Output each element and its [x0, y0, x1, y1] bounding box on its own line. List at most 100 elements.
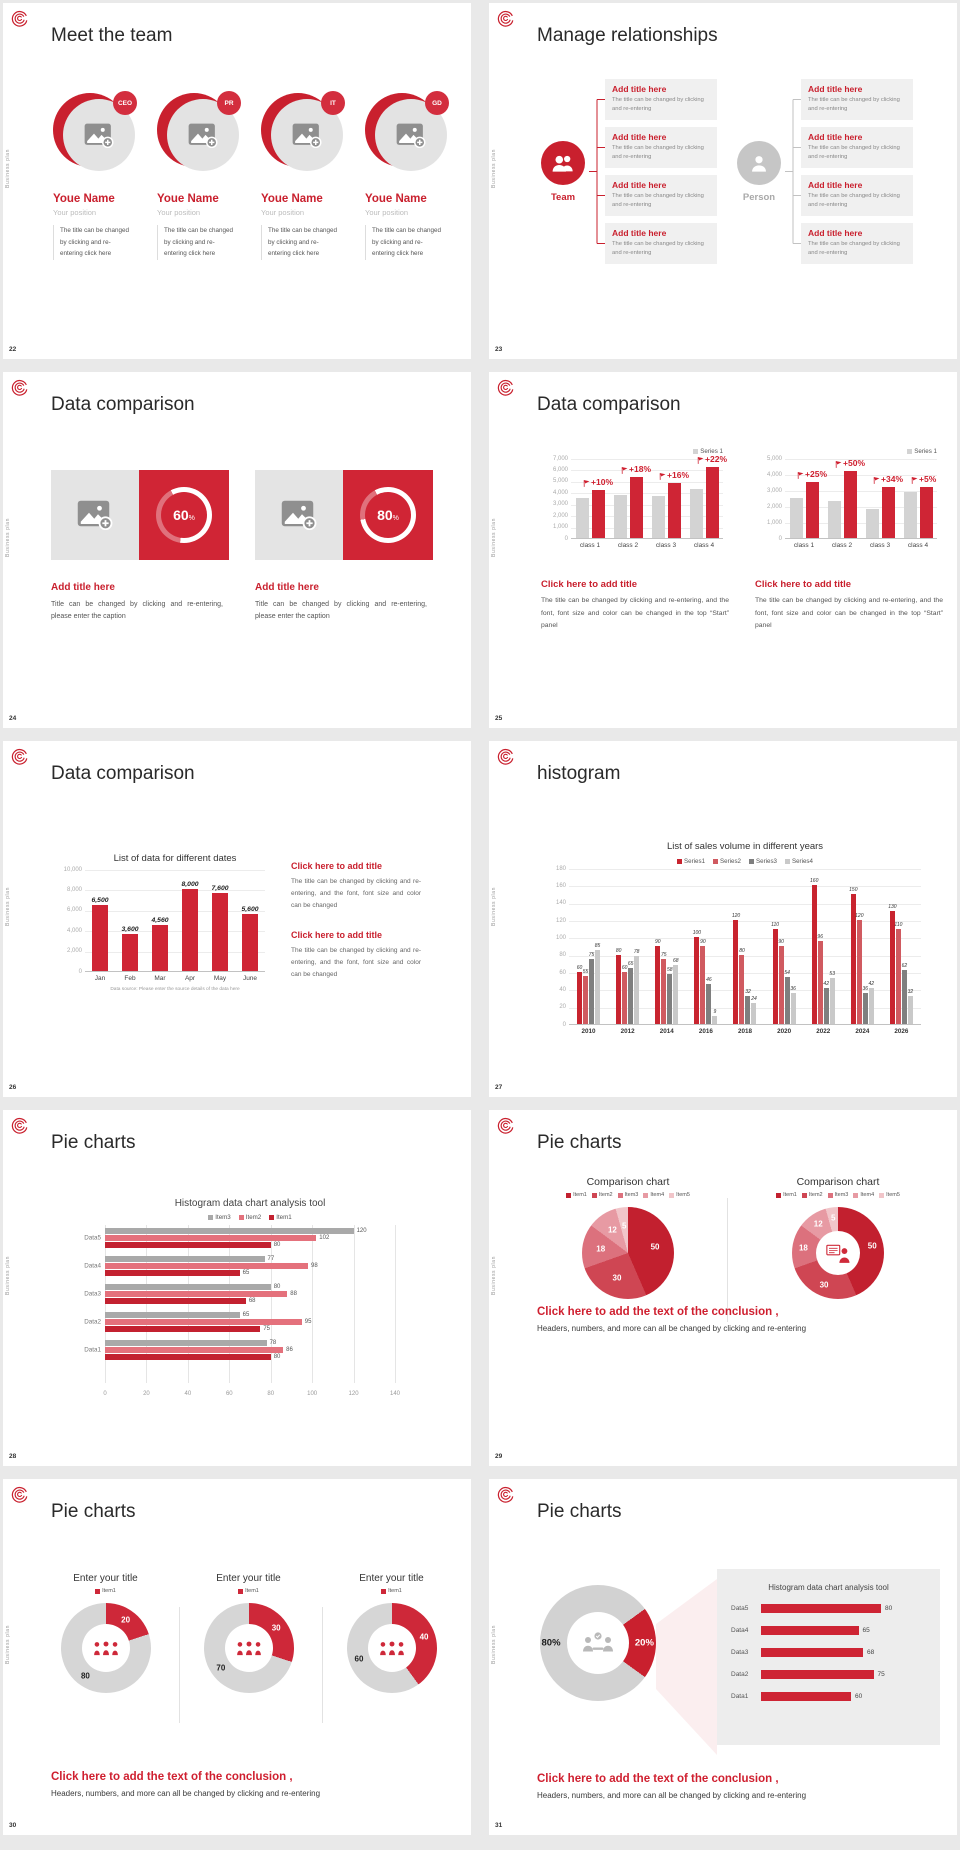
value-label: 110: [894, 921, 903, 928]
people-icon: [235, 1641, 263, 1656]
member-name: Youe Name: [53, 193, 115, 205]
bar: 68: [673, 958, 679, 1024]
grid-line: [312, 1225, 314, 1383]
legend-swatch: [801, 1192, 807, 1198]
value-label: 120: [855, 913, 864, 919]
x-axis-tick: class 2: [617, 542, 639, 549]
bar: 130: [888, 904, 897, 1024]
bar: 55: [583, 969, 588, 1024]
slide-27-thumbnail[interactable]: Business plan histogram 27 List of sales v…: [489, 741, 957, 1097]
page-number: 23: [495, 346, 503, 353]
bar-group: +22%: [689, 454, 727, 538]
grid-line: [571, 470, 723, 472]
chart-title: Histogram data chart analysis tool: [768, 1583, 889, 1592]
value-label: 4,560: [151, 916, 169, 924]
value-label: 75: [660, 952, 667, 958]
member-position: Your position: [157, 208, 201, 217]
grid-line: [569, 973, 921, 974]
legend-swatch: [269, 1215, 275, 1220]
bar: 75: [589, 952, 594, 1024]
slide-28-thumbnail[interactable]: Business plan Pie charts 28 Histogram data…: [3, 1110, 471, 1466]
value-label: 32: [907, 989, 914, 996]
slide-22-thumbnail[interactable]: Business plan Meet the team 22 CEO Youe Na…: [3, 3, 471, 359]
conclusion-block: Click here to add the text of the conclu…: [51, 1771, 455, 1798]
bar: 8,000: [181, 881, 199, 971]
y-axis-tick: 5,000: [552, 478, 568, 485]
legend-item: Item1: [238, 1588, 259, 1594]
org-diagram: Team Add title here The title can be chan…: [537, 79, 913, 264]
bar: 5,600: [241, 906, 259, 971]
donut-chart-block: Enter your title Item1 20 80: [43, 1573, 168, 1693]
bar: [105, 1284, 271, 1290]
bar: [105, 1340, 267, 1346]
legend-swatch: [693, 449, 699, 454]
bar: 54: [784, 970, 790, 1024]
y-axis-tick: 4,000: [66, 927, 82, 934]
slide-23-thumbnail[interactable]: Business plan Manage relationships 23 Team…: [489, 3, 957, 359]
y-axis-tick: 7,000: [552, 455, 568, 462]
legend-swatch: [776, 1192, 782, 1198]
slide-24-thumbnail[interactable]: Business plan Data comparison 24 60% Add t…: [3, 372, 471, 728]
org-box-title: Add title here: [612, 180, 667, 190]
bar: [105, 1319, 302, 1325]
value-label: 53: [829, 971, 835, 978]
grid-line: [229, 1225, 231, 1383]
meeting-icon: [581, 1631, 615, 1655]
bar: [919, 486, 933, 538]
legend-item: Item4: [643, 1192, 664, 1198]
y-axis-tick: 80: [559, 952, 566, 959]
legend-item: Series 1: [693, 448, 723, 455]
y-axis-tick: 2,000: [766, 503, 782, 510]
value-label: 6,500: [91, 896, 109, 904]
slide-29-thumbnail[interactable]: Business plan Pie charts 29 Comparison cha…: [489, 1110, 957, 1466]
y-axis-tick: 120: [555, 917, 566, 924]
bar-row: Data5 80: [731, 1604, 926, 1613]
grid-line: [785, 475, 937, 476]
bar-group: +5%: [903, 459, 936, 538]
value-label: 60: [621, 965, 628, 971]
bar: 110: [771, 922, 779, 1024]
x-axis-tick: class 4: [693, 542, 715, 549]
image-placeholder-icon: [292, 123, 322, 148]
member-name: Youe Name: [365, 193, 427, 205]
person-group: Person Add title here The title can be ch…: [733, 79, 913, 264]
bar: 90: [700, 939, 706, 1024]
row-label: Data2: [731, 1671, 749, 1678]
slice-label: 12: [607, 1225, 617, 1235]
legend-item: Item2: [801, 1192, 823, 1198]
text-block-body: The title can be changed by clicking and…: [291, 878, 421, 910]
legend-item: Item1: [776, 1192, 797, 1198]
y-axis-tick: 60: [559, 969, 566, 976]
donut-chart-block: Comparison chart Item1 Item2 Item3 Item4 Item…: [753, 1176, 923, 1299]
slice-label: 60: [354, 1654, 364, 1664]
grid-line: [146, 1225, 148, 1383]
bar: 60: [577, 965, 582, 1024]
vertical-sidebar-label: Business plan: [491, 1625, 497, 1664]
donut-chart-40: Enter your title Item1 40 60: [329, 1573, 454, 1693]
slide-26-thumbnail[interactable]: Business plan Data comparison 26 List of d…: [3, 741, 471, 1097]
chart-title: Comparison chart: [586, 1176, 670, 1188]
donut-chart-block: 20% 80%: [540, 1585, 656, 1701]
image-placeholder-icon: [396, 123, 426, 148]
x-axis-tick: 2022: [816, 1028, 831, 1035]
value-label: 65: [242, 1312, 250, 1318]
growth-annotation: +5%: [911, 474, 936, 484]
donut-chart: 20 80: [60, 1603, 151, 1693]
image-placeholder-icon: [84, 123, 114, 148]
slide-30-thumbnail[interactable]: Business plan Pie charts 30 Enter your tit…: [3, 1479, 471, 1835]
bar: 36: [790, 986, 796, 1024]
slide-31-thumbnail[interactable]: Business plan Pie charts 31 20% 80% Histogr…: [489, 1479, 957, 1835]
value-label: 68: [867, 1649, 875, 1656]
value-label: 55: [582, 969, 589, 976]
vertical-sidebar-label: Business plan: [491, 1256, 497, 1295]
vertical-sidebar-label: Business plan: [491, 887, 497, 926]
flag-icon: [697, 457, 704, 465]
legend-item: Item1: [95, 1588, 116, 1594]
bar-chart: Series 1 0 1,000 2,000 3,000 4,000 5,000 6,000 7…: [541, 448, 727, 549]
value-label: 110: [771, 921, 780, 928]
row-label: Data4: [84, 1262, 101, 1270]
value-label: 42: [868, 980, 875, 987]
bar-group: +18%: [613, 459, 651, 538]
member-description: The title can be changed by clicking and…: [53, 225, 129, 260]
